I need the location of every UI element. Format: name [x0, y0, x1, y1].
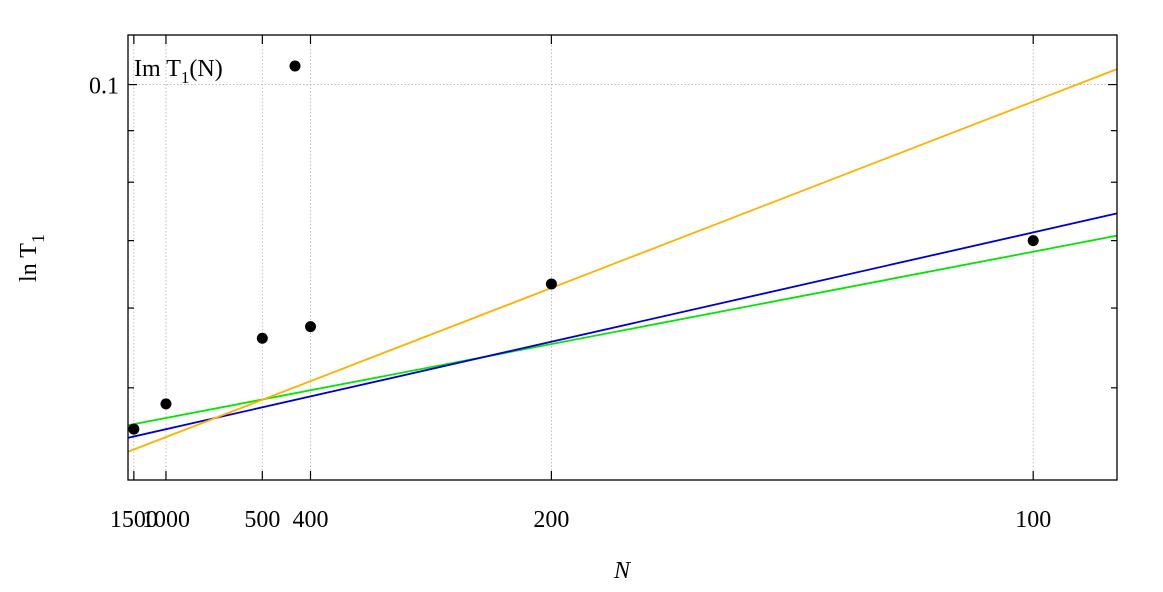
- data-point-1000: [160, 398, 172, 410]
- y-axis-title: ln T1: [16, 234, 48, 282]
- x-tick-label-400: 400: [293, 507, 329, 533]
- data-point-200: [545, 278, 557, 290]
- x-tick-label-500: 500: [244, 507, 280, 533]
- grid: [128, 35, 1117, 480]
- x-tick-label-1000: 1000: [142, 507, 190, 533]
- x-tick-label-1500: 1500: [110, 507, 158, 533]
- x-axis-title: N: [613, 558, 632, 584]
- legend-label: Im T1(N): [134, 56, 223, 87]
- data-points: [128, 235, 1039, 435]
- x-tick-label-200: 200: [533, 507, 569, 533]
- fit-line-2: [127, 212, 1118, 439]
- data-point-1500: [128, 423, 140, 435]
- fit-line-1: [127, 234, 1118, 427]
- fit-line-3: [127, 68, 1118, 453]
- data-point-500: [256, 332, 268, 344]
- x-tick-label-100: 100: [1015, 507, 1051, 533]
- plot-frame: [127, 34, 1118, 481]
- legend-marker: [289, 60, 301, 72]
- y-tick-label-0.1: 0.1: [89, 74, 119, 100]
- legend: Im T1(N): [134, 56, 301, 87]
- data-point-400: [305, 321, 317, 333]
- data-point-100: [1027, 235, 1039, 247]
- fit-lines: [127, 68, 1118, 453]
